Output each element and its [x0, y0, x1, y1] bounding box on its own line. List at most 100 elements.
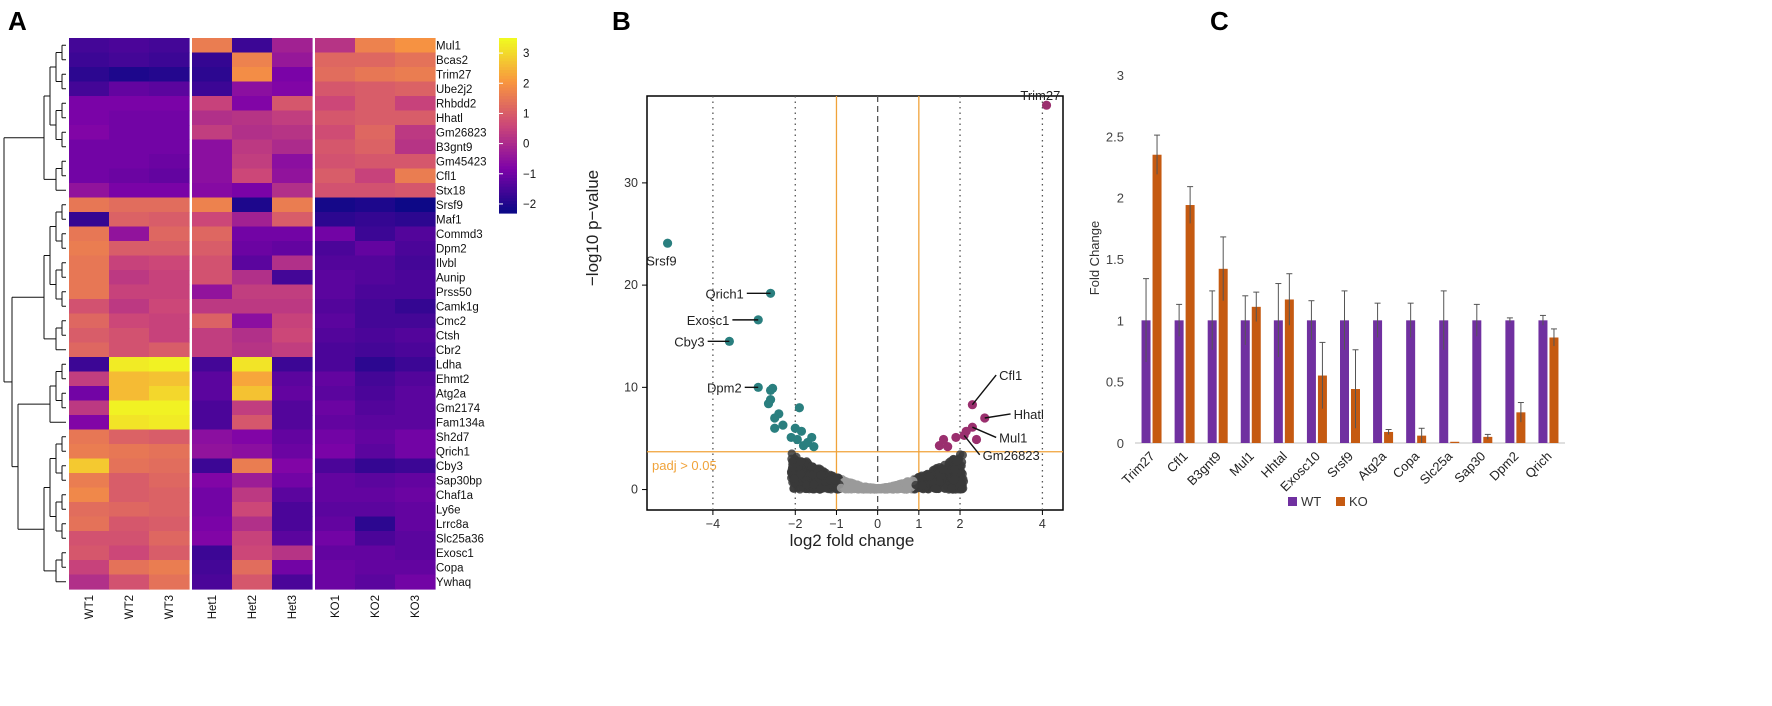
heatmap-cell — [149, 183, 190, 199]
wt-bar — [1174, 320, 1184, 443]
heatmap-cell — [192, 458, 233, 474]
heatmap-cell — [315, 487, 356, 503]
up-regulated-point — [961, 426, 971, 436]
heatmap-cell — [272, 371, 313, 387]
ko-bar — [1284, 299, 1294, 443]
heatmap-cell — [192, 241, 233, 257]
ns-point — [868, 484, 877, 493]
heatmap-cell — [272, 574, 313, 590]
heatmap-cell — [395, 560, 436, 576]
bar-y-axis-title: Fold Change — [1087, 221, 1102, 295]
volcano-plot-area — [646, 95, 1064, 511]
heatmap-cell — [149, 241, 190, 257]
heatmap-cell — [395, 284, 436, 300]
colorbar-swatch — [499, 207, 517, 211]
heatmap-cell — [109, 284, 150, 300]
heatmap-cell — [109, 371, 150, 387]
row-dendrogram — [3, 44, 66, 583]
heatmap-cell — [272, 328, 313, 344]
heatmap-cell — [315, 81, 356, 97]
panel-label-b: B — [612, 6, 631, 36]
heatmap-cell — [355, 545, 396, 561]
colorbar-swatch — [499, 73, 517, 77]
heatmap-cell — [192, 531, 233, 547]
heatmap-cell — [232, 96, 273, 112]
ns-point — [940, 484, 950, 493]
heatmap-cell — [149, 444, 190, 460]
up-regulated-point — [943, 442, 953, 452]
heatmap-cell — [395, 357, 436, 373]
heatmap-cell — [315, 342, 356, 358]
wt-bar — [1373, 320, 1383, 443]
volcano-gene-label: Cby3 — [674, 334, 704, 349]
colorbar-swatch — [499, 148, 517, 153]
heatmap-cell — [315, 415, 356, 431]
wt-bar — [1141, 320, 1151, 443]
heatmap-cell — [149, 560, 190, 576]
heatmap-cell — [149, 357, 190, 373]
colorbar-swatch — [499, 122, 517, 127]
volcano-threshold-label: padj > 0.05 — [652, 458, 717, 473]
colorbar-swatch — [499, 119, 517, 124]
gene-label: Maf1 — [436, 214, 462, 226]
sample-label: WT3 — [164, 595, 176, 619]
heatmap-cell — [232, 516, 273, 532]
down-regulated-point — [768, 383, 778, 393]
colorbar-swatch — [499, 96, 517, 100]
heatmap-cell — [69, 371, 110, 387]
heatmap-cell — [315, 357, 356, 373]
heatmap-cell — [109, 67, 150, 83]
heatmap-cell — [395, 183, 436, 199]
heatmap-cell — [272, 357, 313, 373]
heatmap-cell — [232, 357, 273, 373]
heatmap-cell — [355, 357, 396, 373]
colorbar-swatch — [499, 67, 517, 71]
heatmap-cell — [192, 516, 233, 532]
heatmap-cell — [232, 255, 273, 271]
heatmap-cell — [355, 313, 396, 329]
sample-label: KO1 — [330, 595, 342, 618]
bar-marks — [1141, 134, 1559, 443]
gene-label: Hhatl — [436, 113, 463, 125]
heatmap-cell — [272, 226, 313, 242]
wt-bar — [1406, 320, 1416, 443]
colorbar-swatch — [499, 105, 517, 109]
heatmap-cell — [395, 400, 436, 416]
colorbar-swatch — [499, 183, 517, 188]
heatmap-cell — [192, 502, 233, 518]
heatmap-cell — [272, 139, 313, 155]
colorbar-swatch — [499, 128, 517, 132]
heatmap-cell — [69, 473, 110, 489]
heatmap-cell — [192, 52, 233, 68]
heatmap-cell — [315, 241, 356, 257]
ns-point — [958, 450, 967, 460]
heatmap-cell — [232, 429, 273, 445]
heatmap-cell — [315, 400, 356, 416]
heatmap-cell — [69, 255, 110, 271]
heatmap-cell — [315, 67, 356, 83]
heatmap-cell — [272, 342, 313, 358]
heatmap-cell — [232, 168, 273, 184]
heatmap-cell — [109, 255, 150, 271]
sample-label: WT2 — [124, 595, 136, 619]
heatmap-cell — [355, 270, 396, 286]
label-leader-line — [972, 426, 997, 439]
heatmap-cell — [272, 38, 313, 54]
heatmap-cell — [355, 52, 396, 68]
heatmap-cell — [149, 67, 190, 83]
heatmap-cell — [272, 110, 313, 126]
heatmap-cell — [232, 531, 273, 547]
colorbar-swatch — [499, 145, 517, 150]
ko-bar — [1185, 205, 1195, 443]
heatmap-cell — [315, 197, 356, 213]
ko-bar — [1549, 337, 1559, 443]
heatmap-cell — [395, 270, 436, 286]
heatmap-cell — [232, 139, 273, 155]
colorbar-swatch — [499, 154, 517, 159]
gene-label: Prss50 — [436, 287, 472, 299]
heatmap-cell — [355, 284, 396, 300]
heatmap-cell — [355, 168, 396, 184]
volcano-gene-label: Trim27 — [1020, 88, 1060, 103]
ko-bar — [1450, 441, 1460, 443]
